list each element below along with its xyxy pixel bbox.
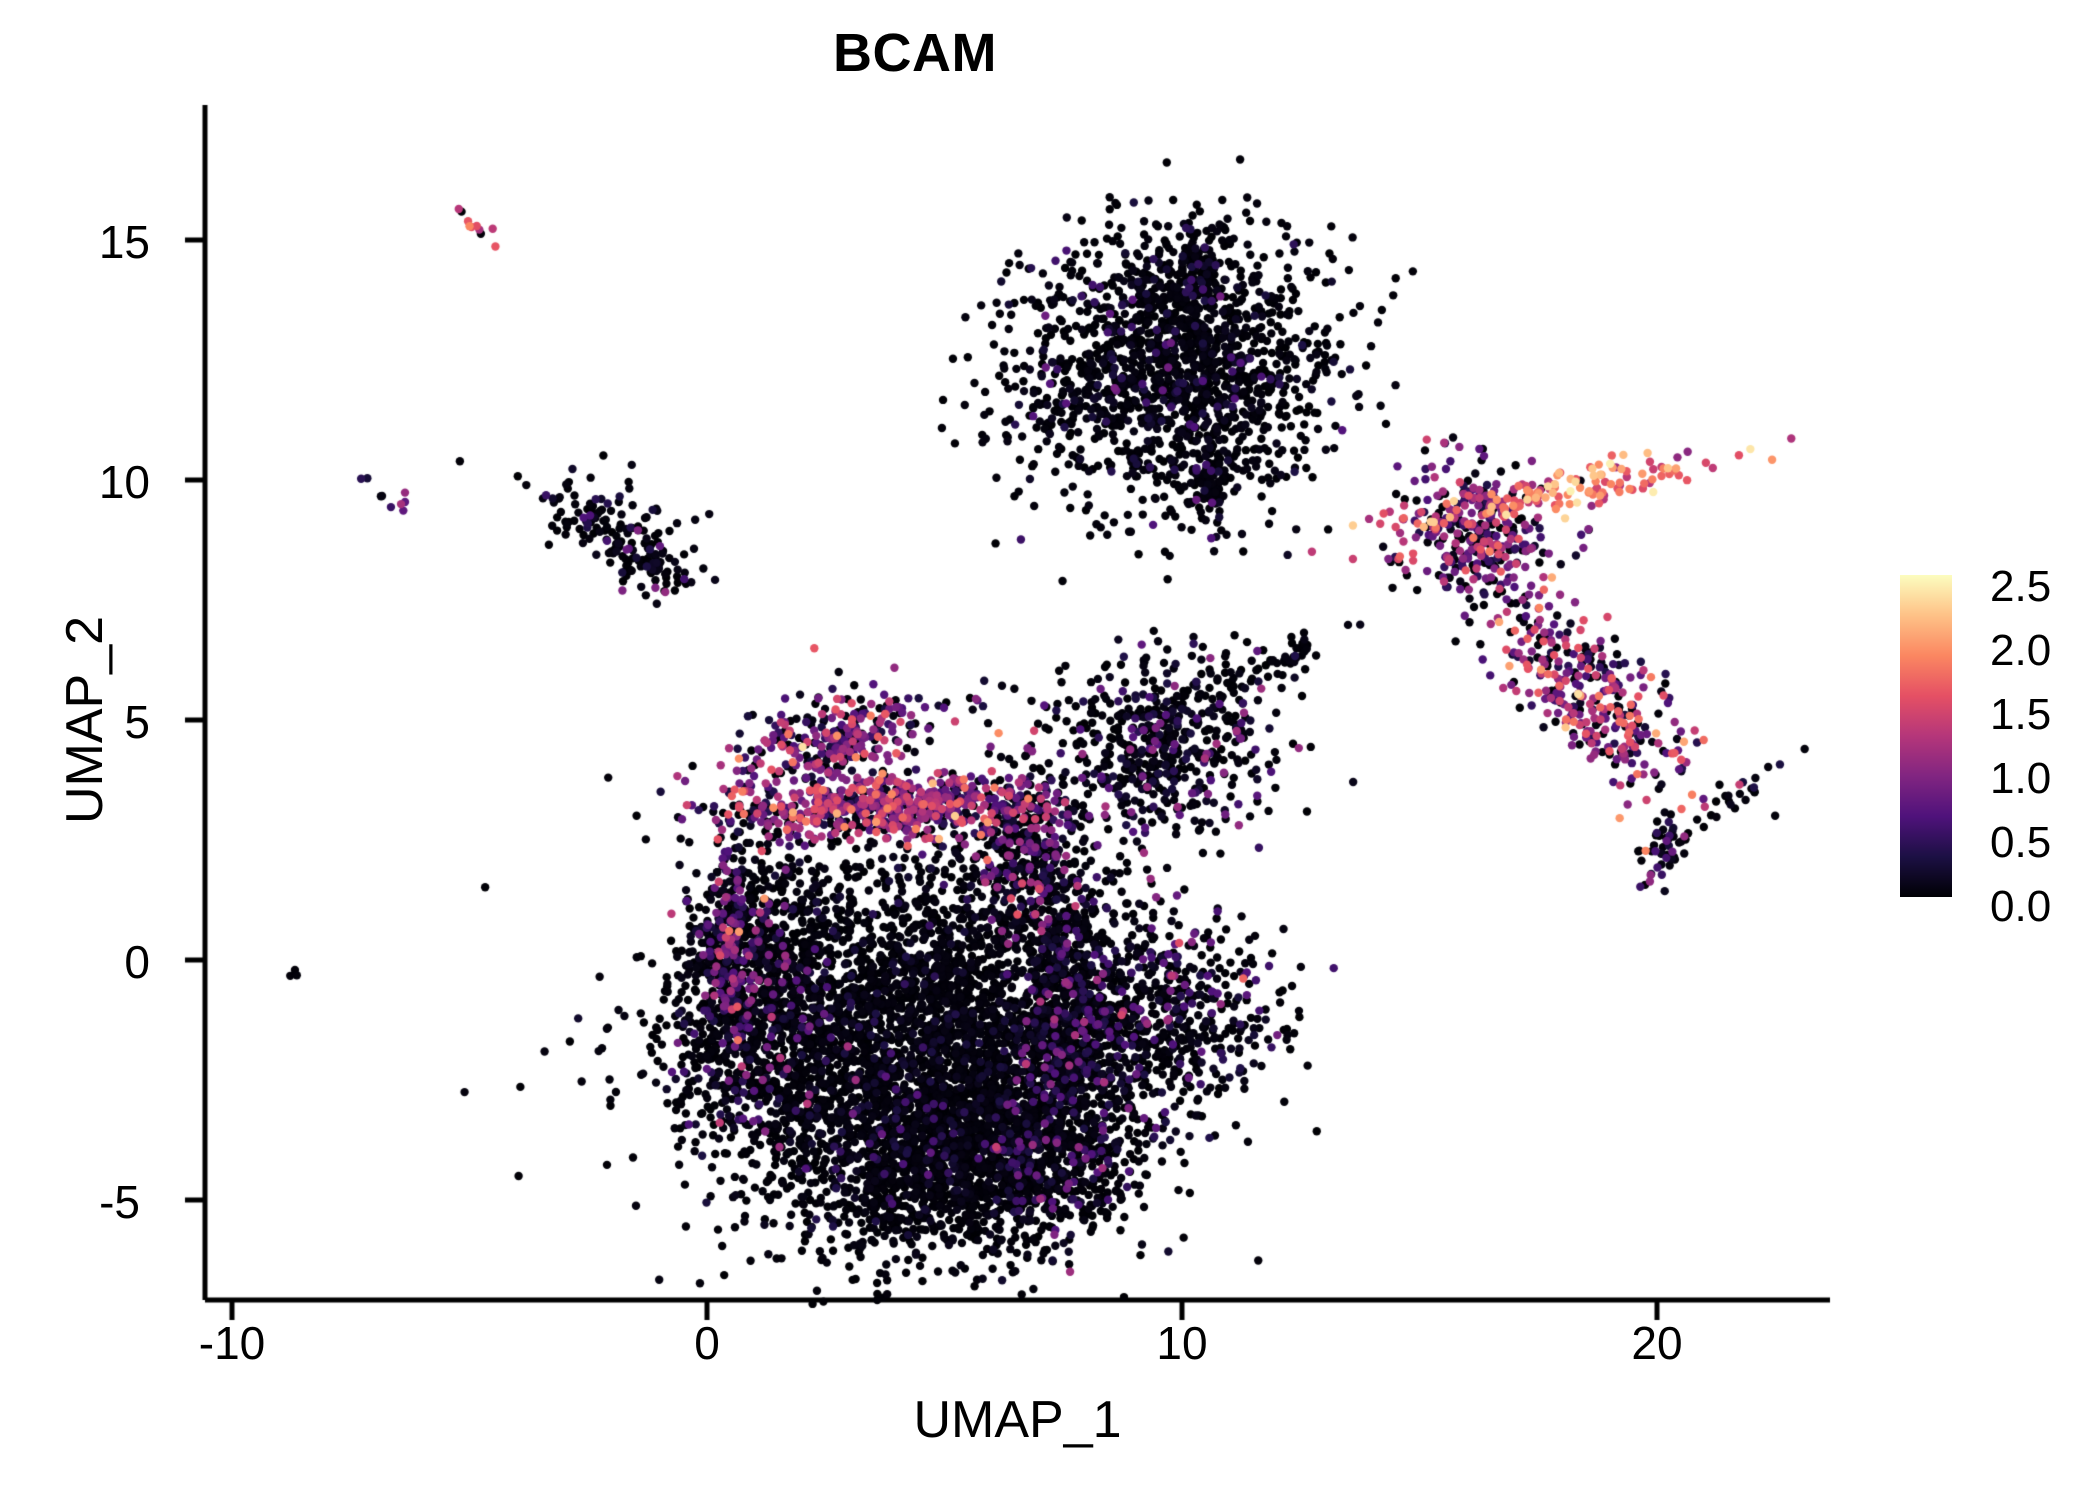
x-tick-label: 20 [1631,1317,1683,1369]
colorbar-tick-label: 1.0 [1990,754,2052,803]
colorbar-tick-label: 1.5 [1990,690,2052,739]
colorbar-tick-label: 2.5 [1990,562,2052,611]
y-tick-label: 10 [98,456,150,508]
x-axis-title: UMAP_1 [913,1391,1122,1449]
y-tick-label: -5 [99,1176,140,1228]
y-tick-label: 15 [98,216,150,268]
x-tick-label: 10 [1156,1317,1208,1369]
y-tick-label: 0 [124,936,150,988]
x-tick-label: -10 [198,1317,266,1369]
colorbar-gradient [1900,575,1952,897]
colorbar-tick-label: 2.0 [1990,626,2052,675]
colorbar-tick-label: 0.5 [1990,818,2052,867]
y-tick-label: 5 [124,696,150,748]
colorbar-tick-label: 0.0 [1990,882,2052,931]
x-tick-label: 0 [694,1317,720,1369]
